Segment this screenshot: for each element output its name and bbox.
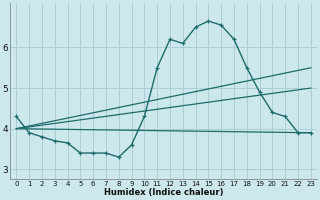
X-axis label: Humidex (Indice chaleur): Humidex (Indice chaleur) [104, 188, 223, 197]
